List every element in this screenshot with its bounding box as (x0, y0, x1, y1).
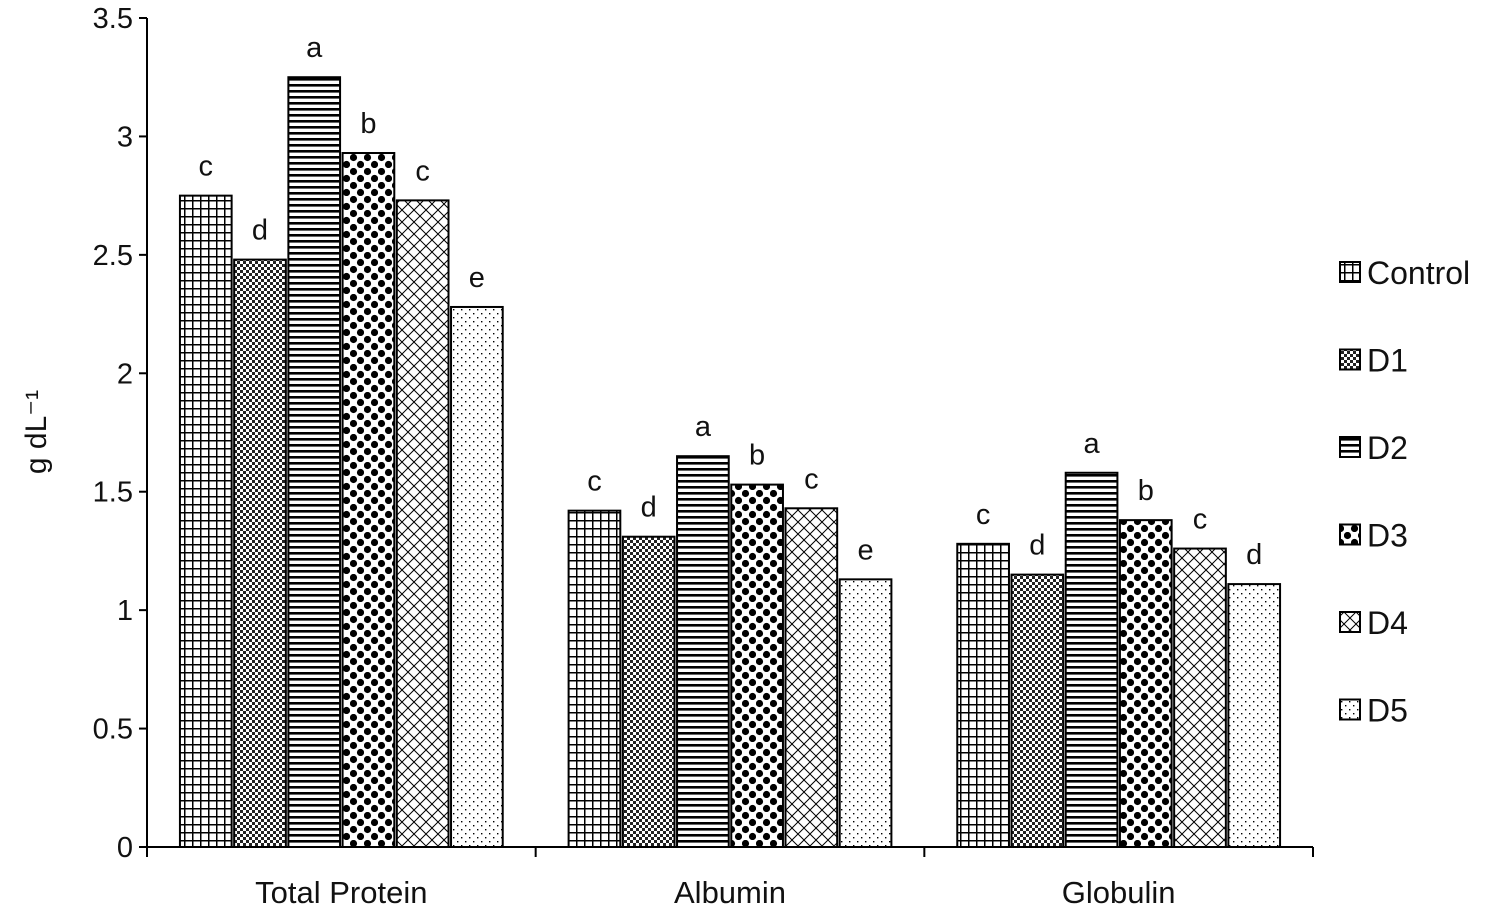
bar-d3-globulin (1118, 519, 1173, 848)
bar-d3-total-protein (341, 152, 396, 849)
bar-d4-globulin (1173, 547, 1227, 848)
legend: Control D1 D2 D3 D4 D5 (1339, 255, 1470, 729)
significance-letter: b (360, 108, 376, 140)
legend-label: D4 (1367, 605, 1408, 641)
y-tick-label: 2 (117, 358, 133, 390)
significance-letter: a (306, 32, 323, 64)
significance-letter: c (976, 499, 991, 531)
y-tick-label: 3 (117, 121, 133, 153)
bar-d4-albumin (784, 507, 839, 848)
bar-d2-globulin (1064, 471, 1119, 848)
legend-swatch-d3 (1339, 523, 1361, 546)
y-tick-label: 0.5 (93, 714, 133, 746)
significance-letter: e (857, 534, 873, 566)
legend-swatch-control (1339, 261, 1361, 283)
y-tick-label: 3.5 (93, 3, 133, 35)
legend-label: D5 (1367, 693, 1408, 729)
bar-d2-total-protein (287, 76, 342, 848)
legend-swatch-d1 (1339, 348, 1361, 371)
category-label: Globulin (1062, 875, 1176, 910)
significance-letters: c c c d d d a a a b b b c c c e e d (199, 32, 1263, 571)
legend-label: Control (1367, 255, 1470, 291)
y-tick-label: 2.5 (93, 240, 133, 272)
bar-d5-total-protein (450, 305, 504, 849)
bar-d5-albumin (838, 578, 893, 848)
legend-swatch-d5 (1339, 698, 1361, 721)
bar-series (178, 76, 1282, 849)
significance-letter: d (1029, 530, 1045, 562)
category-label: Albumin (674, 875, 786, 910)
significance-letter: e (469, 262, 485, 294)
bar-d1-total-protein (233, 258, 287, 848)
legend-label: D1 (1367, 343, 1408, 379)
significance-letter: c (199, 151, 214, 183)
bar-control-total-protein (178, 194, 233, 848)
bar-control-globulin (956, 542, 1010, 849)
y-tick-label: 1.5 (93, 477, 133, 509)
significance-letter: d (641, 492, 657, 524)
y-axis: 0 0.5 1 1.5 2 2.5 3 3.5 (93, 3, 148, 864)
y-tick-label: 1 (117, 595, 133, 627)
significance-letter: c (587, 466, 602, 498)
significance-letter: b (749, 440, 765, 472)
significance-letter: a (695, 411, 712, 443)
x-axis: Total Protein Albumin Globulin (146, 846, 1314, 910)
y-axis-label: g dL⁻¹ (20, 390, 53, 474)
bar-d5-globulin (1227, 583, 1282, 848)
y-tick-label: 0 (117, 832, 133, 864)
significance-letter: d (252, 215, 268, 247)
legend-label: D2 (1367, 430, 1408, 466)
bar-control-albumin (567, 509, 622, 848)
significance-letter: c (1193, 504, 1208, 536)
legend-label: D3 (1367, 518, 1408, 554)
bar-d3-albumin (730, 483, 784, 848)
category-label: Total Protein (255, 875, 427, 910)
legend-swatch-d4 (1339, 611, 1361, 633)
significance-letter: c (804, 463, 819, 495)
bar-d1-globulin (1010, 573, 1065, 848)
significance-letter: a (1083, 428, 1100, 460)
bar-d2-albumin (676, 455, 730, 848)
legend-swatch-d2 (1339, 436, 1361, 458)
significance-letter: d (1246, 539, 1262, 571)
significance-letter: c (415, 155, 430, 187)
bar-d1-albumin (621, 535, 676, 849)
significance-letter: b (1138, 475, 1154, 507)
bar-d4-total-protein (395, 199, 450, 848)
